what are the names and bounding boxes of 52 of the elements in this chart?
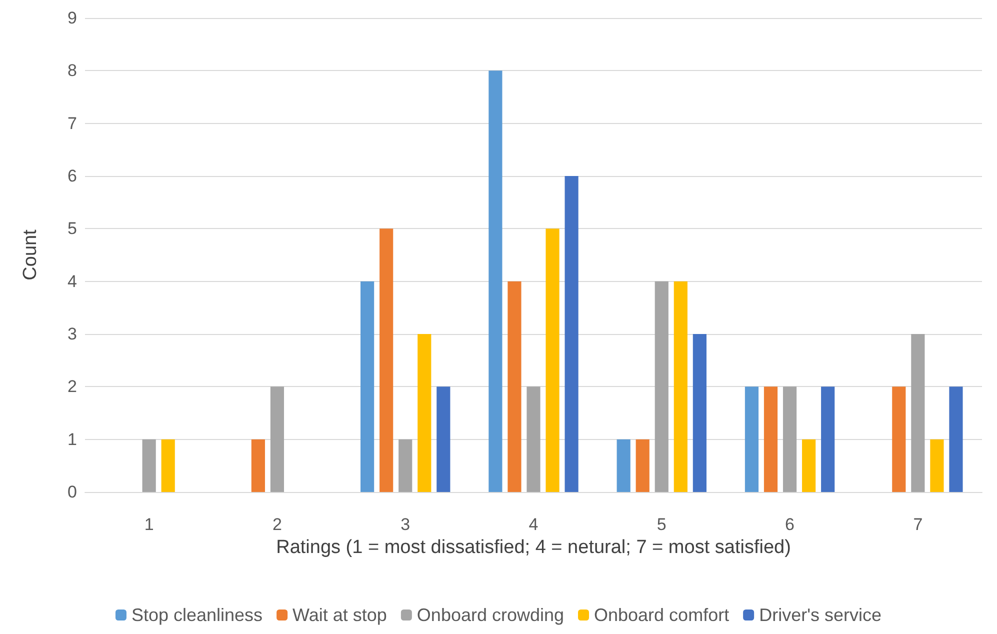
y-tick-label: 1 <box>68 430 77 449</box>
bar <box>360 281 374 492</box>
bar <box>436 386 450 492</box>
bar <box>418 334 432 492</box>
y-axis-title: Count <box>20 228 41 280</box>
bar <box>546 228 560 492</box>
y-tick-label: 0 <box>68 482 77 502</box>
y-tick-label: 2 <box>68 377 77 396</box>
bar <box>508 281 522 492</box>
bar <box>251 439 265 492</box>
legend-label: Stop cleanliness <box>131 605 263 625</box>
bar <box>564 176 578 492</box>
y-tick-label: 8 <box>68 61 77 80</box>
legend-label: Driver's service <box>759 605 882 625</box>
y-tick-label: 3 <box>68 324 77 344</box>
bar <box>270 386 284 492</box>
bar <box>526 386 540 492</box>
bar <box>744 386 759 492</box>
bar <box>782 386 797 492</box>
x-axis-title: Ratings (1 = most dissatisfied; 4 = netural; 7 = most satisfied) <box>276 536 791 558</box>
bar <box>892 386 906 492</box>
bar <box>911 334 925 492</box>
bar <box>616 439 630 492</box>
bar <box>636 439 650 492</box>
x-tick-label: 7 <box>913 515 923 534</box>
y-tick-label: 9 <box>68 8 77 28</box>
x-tick-label: 5 <box>656 515 666 534</box>
bar <box>380 228 394 492</box>
bar <box>398 439 412 492</box>
x-tick-label: 6 <box>785 515 795 534</box>
bar <box>674 281 688 492</box>
y-tick-label: 4 <box>68 272 77 291</box>
bar <box>654 281 668 492</box>
bar <box>930 439 944 492</box>
y-tick-label: 5 <box>68 219 77 238</box>
legend-label: Onboard comfort <box>594 605 730 625</box>
bar <box>488 70 502 492</box>
x-tick-label: 1 <box>144 515 154 534</box>
x-tick-label: 3 <box>400 515 410 534</box>
bar <box>802 439 816 492</box>
bar <box>161 439 175 492</box>
x-tick-label: 2 <box>272 515 282 534</box>
legend-label: Onboard crowding <box>416 605 564 625</box>
bar <box>764 386 778 492</box>
x-tick-label: 4 <box>528 515 538 534</box>
bar <box>142 439 156 492</box>
y-tick-label: 7 <box>68 114 77 133</box>
bar <box>821 386 835 492</box>
legend-label: Wait at stop <box>292 605 387 625</box>
bar <box>692 334 706 492</box>
y-tick-label: 6 <box>68 166 77 186</box>
bar <box>949 386 963 492</box>
